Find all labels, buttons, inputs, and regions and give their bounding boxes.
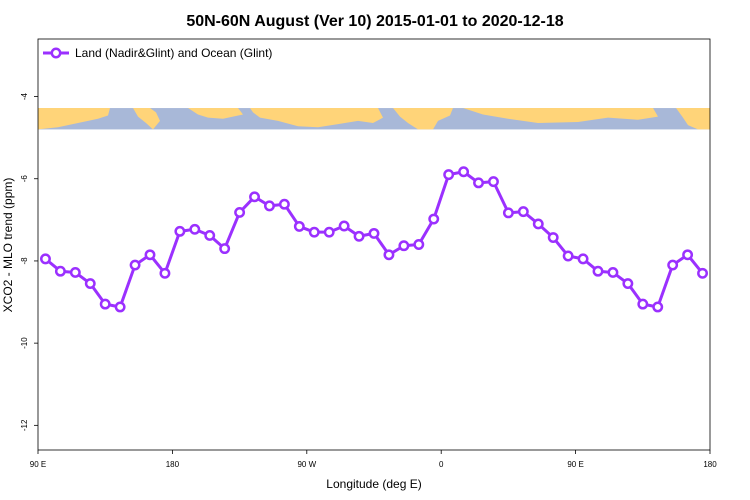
data-point [129, 259, 141, 271]
y-tick-label: -10 [20, 337, 29, 349]
land-mass [676, 108, 710, 130]
plot-frame [37, 38, 711, 451]
data-point [189, 223, 201, 235]
land-mass [133, 108, 160, 130]
data-point [293, 220, 305, 232]
data-point [323, 226, 335, 238]
series-layer [40, 166, 708, 313]
data-point [413, 239, 425, 250]
data-point [458, 166, 470, 178]
data-point [264, 200, 275, 212]
legend: Land (Nadir&Glint) and Ocean (Glint) [43, 46, 272, 60]
data-point [637, 298, 649, 310]
series-line [44, 170, 704, 309]
data-point [383, 249, 395, 261]
x-axis: 90 E 180 90 W 0 90 E 180 [30, 450, 717, 469]
data-point [278, 198, 290, 210]
y-tick-label: -12 [20, 419, 29, 431]
data-point [488, 176, 499, 188]
data-point [532, 218, 544, 230]
y-tick-label: -8 [20, 257, 29, 265]
data-point [219, 243, 231, 255]
data-point [114, 301, 126, 313]
data-point [234, 206, 246, 218]
land-mass [250, 108, 383, 128]
legend-entry-label: Land (Nadir&Glint) and Ocean (Glint) [75, 46, 272, 60]
data-point [249, 191, 260, 203]
legend-marker [50, 47, 62, 59]
data-point [54, 265, 66, 277]
x-tick-label: 90 W [297, 460, 316, 469]
x-tick-label: 90 E [30, 460, 46, 469]
data-point [622, 278, 634, 289]
data-point [99, 298, 111, 310]
data-point [144, 249, 156, 261]
land-mass [38, 108, 110, 130]
data-point [69, 266, 81, 278]
data-point [443, 169, 455, 181]
data-point [428, 213, 440, 225]
data-point [159, 267, 171, 279]
data-point [398, 240, 410, 252]
data-point [473, 177, 484, 189]
data-point [562, 250, 574, 262]
land-mass [393, 108, 453, 130]
data-point [308, 226, 320, 238]
x-tick-label: 0 [439, 460, 444, 469]
data-point [547, 232, 559, 243]
x-tick-label: 180 [703, 460, 717, 469]
data-point [577, 253, 589, 265]
data-point [607, 266, 619, 278]
data-point [174, 225, 186, 237]
x-axis-label: Longitude (deg E) [326, 477, 421, 491]
data-point [204, 230, 216, 241]
data-point [353, 230, 365, 242]
data-point [502, 207, 514, 219]
data-point [84, 278, 96, 289]
y-axis-label: XCO2 - MLO trend (ppm) [1, 178, 15, 313]
land-mass [463, 108, 658, 124]
land-mass [188, 108, 243, 119]
data-point [592, 265, 604, 277]
data-point [338, 220, 350, 232]
data-point [682, 249, 694, 261]
data-point [697, 267, 708, 279]
y-tick-label: -6 [20, 175, 29, 183]
y-axis: -4 -6 -8 -10 -12 [20, 92, 38, 431]
map-land [38, 108, 710, 130]
data-point [368, 227, 380, 239]
data-point [40, 253, 51, 265]
data-point [652, 301, 664, 313]
x-tick-label: 90 E [567, 460, 583, 469]
x-tick-label: 180 [166, 460, 180, 469]
chart-title: 50N-60N August (Ver 10) 2015-01-01 to 20… [186, 13, 563, 30]
y-tick-label: -4 [20, 92, 29, 100]
world-map-strip [38, 108, 710, 130]
data-point [667, 259, 679, 271]
data-point [517, 206, 529, 218]
